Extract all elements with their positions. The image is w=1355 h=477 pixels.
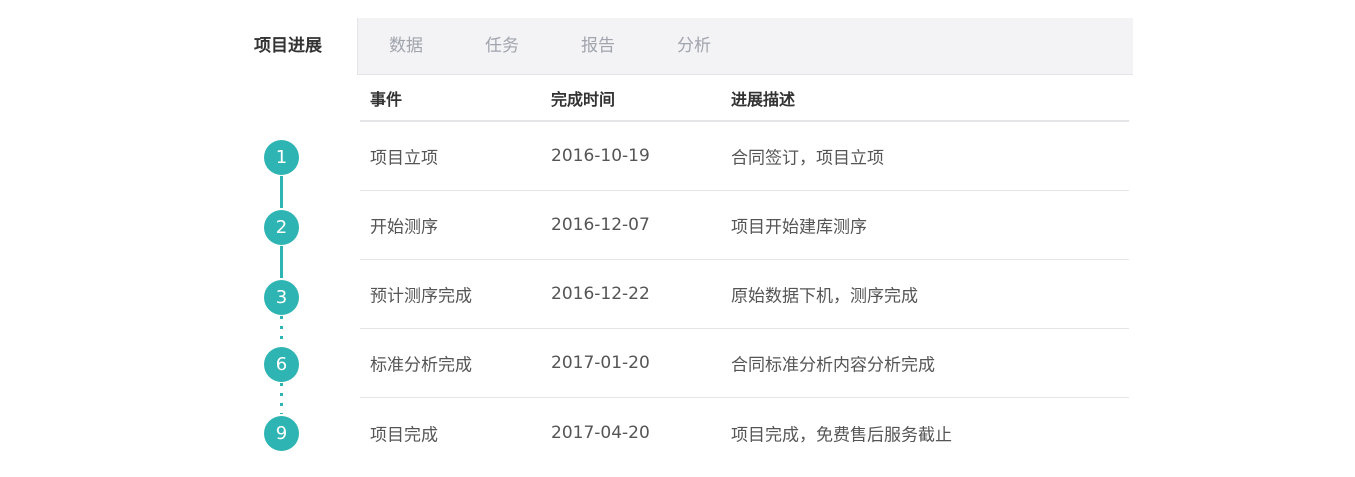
header-date: 完成时间 (551, 89, 616, 109)
timeline-connector (280, 246, 283, 278)
event-cell: 标准分析完成 (370, 355, 472, 376)
tab-tasks[interactable]: 任务 (485, 36, 519, 56)
timeline: 1 2 3 6 9 (0, 0, 360, 477)
date-cell: 2017-01-20 (551, 353, 650, 373)
step-marker: 9 (264, 416, 299, 451)
description-cell: 合同标准分析内容分析完成 (731, 355, 935, 376)
tab-data[interactable]: 数据 (389, 36, 423, 56)
table-row: 标准分析完成 2017-01-20 合同标准分析内容分析完成 (360, 329, 1129, 398)
table-row: 项目完成 2017-04-20 项目完成，免费售后服务截止 (360, 398, 1129, 467)
date-cell: 2016-12-22 (551, 284, 650, 304)
step-marker: 2 (264, 210, 299, 245)
progress-table: 事件 完成时间 进展描述 项目立项 2016-10-19 合同签订，项目立项开始测序… (360, 75, 1129, 467)
tab-bar: 项目进展 数据 任务 报告 分析 (240, 18, 1133, 75)
event-cell: 项目完成 (370, 425, 438, 445)
step-marker: 3 (264, 280, 299, 315)
timeline-connector (280, 383, 283, 414)
description-cell: 项目完成，免费售后服务截止 (731, 425, 952, 445)
event-cell: 开始测序 (370, 217, 438, 238)
date-cell: 2017-04-20 (551, 422, 650, 443)
table-row: 预计测序完成 2016-12-22 原始数据下机，测序完成 (360, 260, 1129, 329)
timeline-connector (280, 176, 283, 208)
step-marker: 1 (264, 140, 299, 175)
date-cell: 2016-10-19 (551, 146, 650, 166)
event-cell: 预计测序完成 (370, 286, 472, 307)
step-marker: 6 (264, 347, 299, 382)
event-cell: 项目立项 (370, 148, 438, 169)
table-row: 项目立项 2016-10-19 合同签订，项目立项 (360, 122, 1129, 191)
tab-progress[interactable]: 项目进展 (240, 18, 358, 75)
tab-reports[interactable]: 报告 (581, 36, 615, 56)
header-event: 事件 (370, 89, 403, 109)
table-header: 事件 完成时间 进展描述 (360, 75, 1129, 122)
description-cell: 合同签订，项目立项 (731, 148, 884, 169)
timeline-connector (280, 316, 283, 345)
description-cell: 项目开始建库测序 (731, 217, 867, 238)
table-row: 开始测序 2016-12-07 项目开始建库测序 (360, 191, 1129, 260)
description-cell: 原始数据下机，测序完成 (731, 286, 918, 307)
tab-analysis[interactable]: 分析 (677, 36, 711, 56)
header-description: 进展描述 (731, 89, 796, 109)
date-cell: 2016-12-07 (551, 215, 650, 235)
